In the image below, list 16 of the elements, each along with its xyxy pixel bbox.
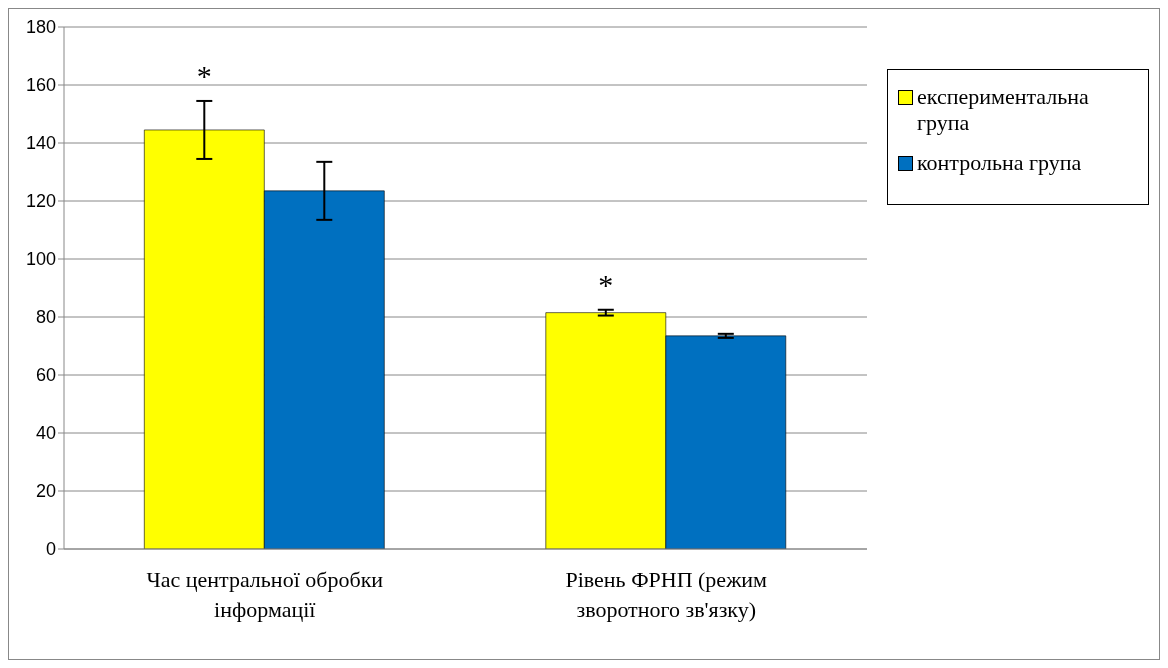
y-tick-label: 0 [45, 539, 56, 560]
annotation: * [196, 58, 212, 92]
y-tick-label: 40 [35, 423, 56, 444]
y-tick-label: 140 [25, 133, 56, 154]
legend-label: експериментальна група [917, 84, 1090, 136]
y-tick-label: 100 [25, 249, 56, 270]
annotation: * [598, 267, 614, 301]
x-tick-label: Час центральної обробки інформації [146, 567, 384, 622]
x-tick-label: Рівень ФРНП (режим зворотного зв'язку) [565, 567, 768, 622]
y-tick-label: 160 [25, 75, 56, 96]
y-tick-label: 60 [35, 365, 56, 386]
y-tick-label: 180 [25, 17, 56, 38]
y-tick-label: 80 [35, 307, 56, 328]
y-tick-label: 120 [25, 191, 56, 212]
y-tick-label: 20 [35, 481, 56, 502]
legend-label: контрольна група [917, 150, 1082, 176]
